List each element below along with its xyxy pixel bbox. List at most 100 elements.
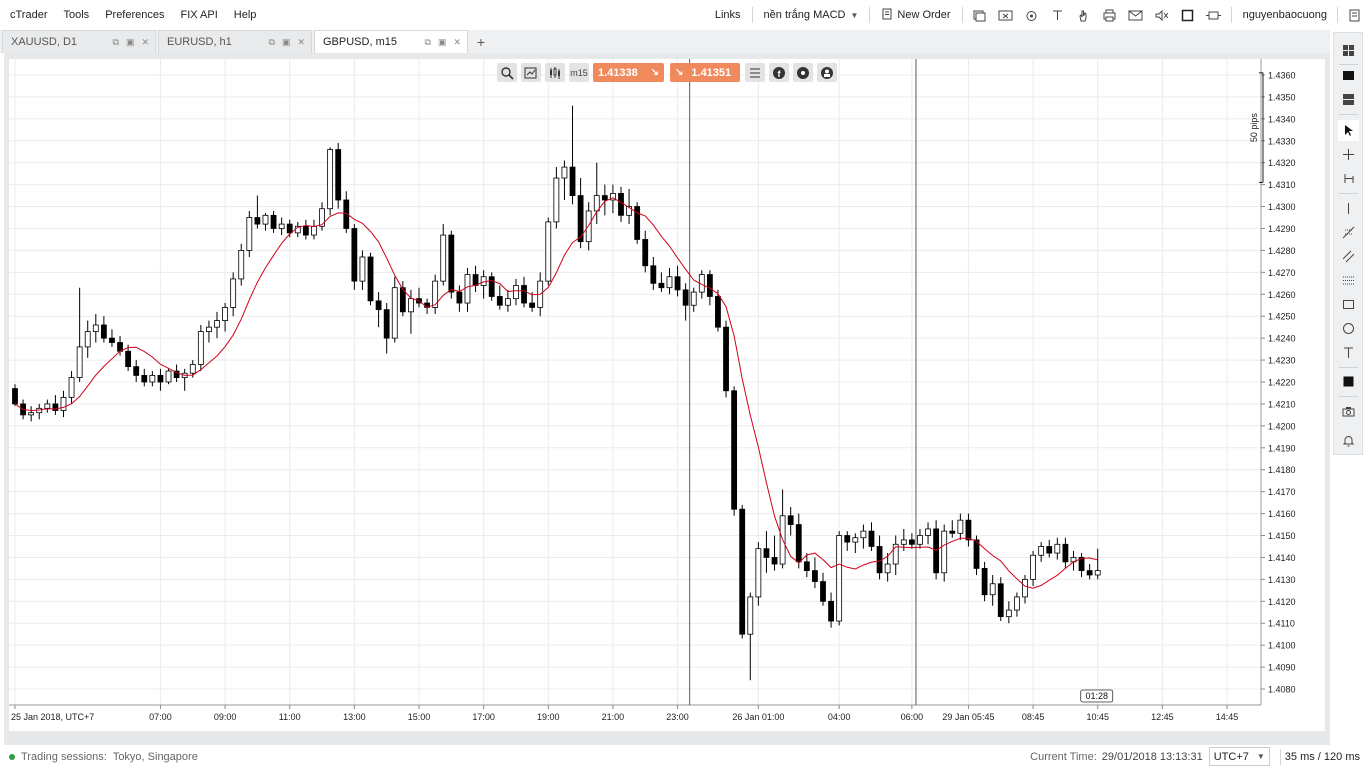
candle-bearish <box>812 570 818 582</box>
cursor-icon[interactable] <box>1338 120 1359 141</box>
candle-bullish <box>464 274 471 304</box>
candle-bullish <box>440 234 447 282</box>
candle-bearish <box>795 524 802 563</box>
candle-bearish <box>771 557 778 565</box>
candle-bullish <box>28 412 35 416</box>
menu-preferences[interactable]: Preferences <box>105 9 165 21</box>
camera-icon[interactable] <box>1338 401 1359 422</box>
mail-icon[interactable] <box>1123 0 1149 30</box>
text-icon[interactable] <box>1045 0 1071 30</box>
username[interactable]: nguyenbaocuong <box>1242 9 1327 21</box>
y-tick-label: 1.4150 <box>1268 531 1296 541</box>
single-layout-icon[interactable] <box>1338 65 1359 86</box>
popout-icon[interactable]: ⧉ <box>424 36 431 47</box>
candle-bullish <box>44 403 51 409</box>
period-icon[interactable]: m15 <box>569 63 589 82</box>
robot-icon[interactable] <box>1019 0 1045 30</box>
separator <box>1337 7 1338 23</box>
close-icon[interactable]: ✕ <box>141 36 149 47</box>
color-icon[interactable] <box>1338 371 1359 392</box>
square-icon[interactable] <box>1175 0 1201 30</box>
share-icon[interactable] <box>793 63 813 82</box>
measure-icon[interactable] <box>1338 168 1359 189</box>
rectangle-icon[interactable] <box>1338 294 1359 315</box>
ellipse-icon[interactable] <box>1338 318 1359 339</box>
timezone-select[interactable]: UTC+7 ▼ <box>1208 747 1270 766</box>
candle-bearish <box>1046 546 1053 554</box>
menu-tools[interactable]: Tools <box>63 9 90 21</box>
candle-bearish <box>343 199 350 229</box>
candle-bullish <box>666 276 673 289</box>
y-tick-label: 1.4090 <box>1268 663 1296 673</box>
y-tick-label: 1.4160 <box>1268 509 1296 519</box>
y-tick-label: 1.4330 <box>1268 136 1296 146</box>
y-tick-label: 1.4210 <box>1268 399 1296 409</box>
close-icon[interactable]: ✕ <box>297 36 305 47</box>
close-icon[interactable]: ✕ <box>453 36 461 47</box>
grid-layout-icon[interactable] <box>1338 40 1359 61</box>
sound-icon[interactable] <box>1149 0 1175 30</box>
zoom-icon[interactable] <box>497 63 517 82</box>
candle-bullish <box>553 177 560 223</box>
add-tab-button[interactable]: + <box>476 33 486 50</box>
list-icon[interactable] <box>745 63 765 82</box>
candle-bullish <box>1005 609 1012 618</box>
channel-icon[interactable] <box>1338 246 1359 267</box>
tab-eurusd[interactable]: EURUSD, h1 ⧉ ▣ ✕ <box>158 30 312 53</box>
indicators-icon[interactable] <box>545 63 565 82</box>
candle-bearish <box>642 239 649 267</box>
printer-icon[interactable] <box>1097 0 1123 30</box>
detach-icon[interactable]: ▣ <box>437 36 447 47</box>
text-tool-icon[interactable] <box>1338 342 1359 363</box>
ask-price: 1.41351 <box>691 66 732 79</box>
tab-label: EURUSD, h1 <box>167 36 232 48</box>
detach-icon[interactable]: ▣ <box>281 36 291 47</box>
trader-icon[interactable] <box>817 63 837 82</box>
price-chart[interactable]: 1.4360 1.4350 1.4340 1.4330 1.4320 1.4310 1.43… <box>9 59 1325 731</box>
candle-bearish <box>100 324 107 339</box>
x-tick-label: 29 Jan 05:45 <box>942 712 994 722</box>
facebook-icon[interactable]: f <box>769 63 789 82</box>
candle-bullish <box>957 519 964 534</box>
bell-icon[interactable] <box>1338 430 1359 451</box>
screenshot-icon[interactable] <box>993 0 1019 30</box>
page-icon[interactable] <box>1342 0 1366 30</box>
separator <box>1339 367 1358 368</box>
chart-settings-icon[interactable] <box>521 63 541 82</box>
split-layout-icon[interactable] <box>1338 89 1359 110</box>
hand-icon[interactable] <box>1071 0 1097 30</box>
tab-xauusd[interactable]: XAUUSD, D1 ⧉ ▣ ✕ <box>2 30 156 53</box>
candle-bearish <box>634 206 641 240</box>
sessions-label: Trading sessions: <box>21 750 107 763</box>
candle-bullish <box>917 535 923 545</box>
menu-ctrader[interactable]: cTrader <box>10 9 48 21</box>
buy-price-button[interactable]: ↘ 1.41351 <box>670 63 740 82</box>
menu-fix-api[interactable]: FIX API <box>180 9 218 21</box>
candle-bullish <box>408 298 414 313</box>
candle-bullish <box>755 548 762 598</box>
crosshair-icon[interactable] <box>1338 144 1359 165</box>
candle-bullish <box>214 320 220 328</box>
candle-bearish <box>650 265 657 284</box>
tab-gbpusd[interactable]: GBPUSD, m15 ⧉ ▣ ✕ <box>314 30 468 53</box>
candle-bearish <box>270 214 277 229</box>
candle-bearish <box>723 326 729 392</box>
expand-icon[interactable] <box>1201 0 1227 30</box>
vertical-line-icon[interactable] <box>1338 198 1359 219</box>
fib-extension-icon[interactable] <box>1338 270 1359 291</box>
window-icon[interactable] <box>967 0 993 30</box>
sell-price-button[interactable]: 1.41338 ↘ <box>593 63 664 82</box>
y-tick-label: 1.4130 <box>1268 575 1296 585</box>
popout-icon[interactable]: ⧉ <box>112 36 119 47</box>
detach-icon[interactable]: ▣ <box>125 36 135 47</box>
links-button[interactable]: Links <box>714 9 741 21</box>
x-tick-label: 23:00 <box>666 712 689 722</box>
menu-help[interactable]: Help <box>233 9 257 21</box>
popout-icon[interactable]: ⧉ <box>268 36 275 47</box>
fibonacci-icon[interactable] <box>1338 222 1359 243</box>
template-dropdown[interactable]: nền trắng MACD ▼ <box>757 9 866 21</box>
new-order-button[interactable]: New Order <box>874 8 957 23</box>
session-status-icon <box>9 753 15 760</box>
template-label: nền trắng MACD <box>763 9 846 21</box>
moving-average-line <box>14 197 1098 589</box>
